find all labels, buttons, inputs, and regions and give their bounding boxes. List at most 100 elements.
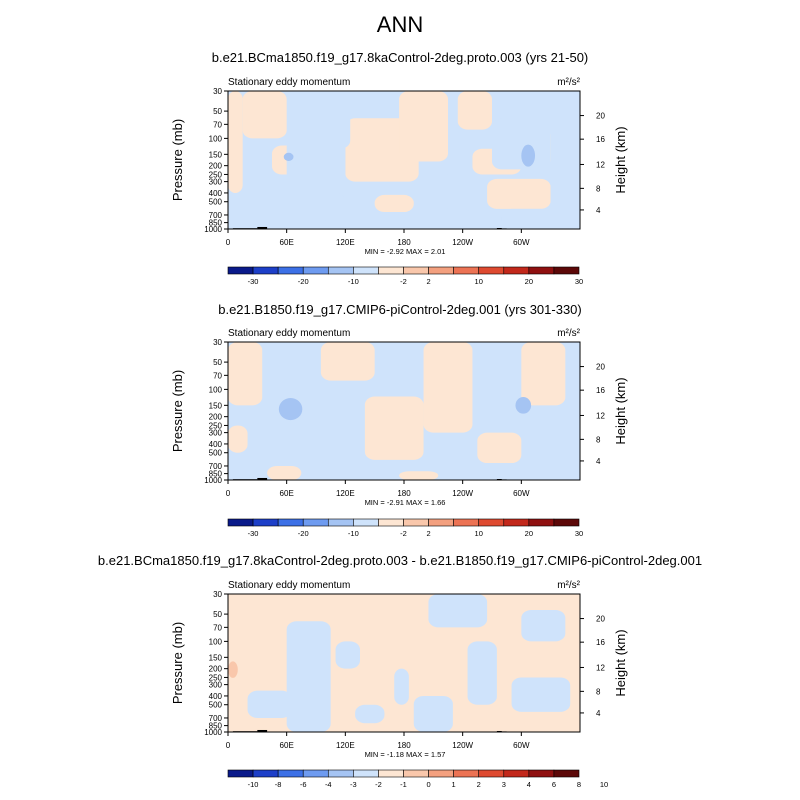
colorbar-label: 20 (525, 277, 533, 286)
colorbar-box (277, 518, 304, 527)
y-tick-label: 50 (213, 107, 222, 116)
field-spot-1 (515, 397, 532, 414)
y-tick-label: 1000 (204, 225, 222, 234)
x-tick-label: 60W (513, 741, 530, 750)
field-region-3 (345, 118, 419, 182)
y-tick-label: 1000 (204, 476, 222, 485)
x-tick-label: 0 (226, 238, 231, 247)
colorbar-box (403, 518, 429, 527)
field-spot-0 (228, 661, 238, 678)
field-neg-region-5 (501, 208, 580, 229)
colorbar-label: 3 (502, 780, 506, 789)
topography-0 (232, 228, 258, 229)
y2-tick-label: 4 (596, 206, 601, 215)
colorbar-label: -2 (400, 277, 407, 286)
colorbar-label: 8 (577, 780, 581, 789)
colorbar-box (327, 266, 354, 275)
colorbar-label: -10 (348, 277, 359, 286)
y2-tick-label: 12 (596, 663, 605, 672)
x-tick-label: 60E (280, 741, 294, 750)
colorbar-label: 10 (600, 780, 608, 789)
colorbar-box (227, 266, 254, 275)
y-tick-label: 700 (209, 462, 223, 471)
field-region-1 (242, 91, 287, 139)
field-region-6 (467, 641, 497, 705)
field-region-0 (286, 621, 331, 732)
field-region-2 (320, 342, 375, 381)
colorbar-label: 30 (575, 277, 583, 286)
colorbar-box (528, 266, 555, 275)
colorbar-label: 10 (475, 277, 483, 286)
field-region-10 (286, 222, 321, 229)
y-tick-label: 70 (213, 371, 222, 380)
y-tick-label: 400 (209, 189, 223, 198)
colorbar-box (353, 518, 379, 527)
colorbar-box (302, 266, 329, 275)
y-tick-label: 200 (209, 413, 223, 422)
stats-label: MIN = -2.92 MAX = 2.01 (365, 247, 446, 256)
y2-tick-label: 20 (596, 363, 605, 372)
y-tick-label: 250 (209, 421, 223, 430)
colorbar-label: 4 (527, 780, 531, 789)
colorbar-label: -8 (275, 780, 282, 789)
y-tick-label: 250 (209, 673, 223, 682)
colorbar-box (327, 769, 354, 778)
colorbar-box (553, 266, 580, 275)
y-tick-label: 30 (213, 87, 222, 96)
y2-tick-label: 12 (596, 160, 605, 169)
field-region-6 (472, 148, 522, 175)
field-region-5 (413, 695, 453, 732)
units-label: m²/s² (557, 77, 580, 88)
field-neg-region-6 (550, 91, 580, 209)
field-neg-region-0 (228, 192, 346, 229)
colorbar-box (353, 769, 379, 778)
plot-frame (227, 593, 581, 733)
x-tick-label: 120W (452, 238, 473, 247)
colorbar-label: -3 (350, 780, 357, 789)
y-tick-label: 150 (209, 401, 223, 410)
colorbar-box (453, 266, 480, 275)
topography-5 (501, 228, 507, 229)
colorbar-label: 0 (426, 780, 430, 789)
x-tick-label: 120E (336, 238, 355, 247)
x-tick-label: 0 (226, 489, 231, 498)
colorbar-label: -30 (248, 529, 259, 538)
x-tick-label: 120E (336, 489, 355, 498)
colorbar-box (353, 266, 379, 275)
colorbar-label: -4 (325, 780, 332, 789)
colorbar-box (252, 266, 279, 275)
colorbar-box (277, 266, 304, 275)
colorbar-label: 1 (452, 780, 456, 789)
field-region-8 (521, 609, 566, 642)
y-tick-label: 1000 (204, 728, 222, 737)
colorbar-box (227, 769, 254, 778)
y2-tick-label: 8 (596, 435, 601, 444)
field-region-9 (335, 641, 360, 669)
y2-tick-label: 8 (596, 184, 601, 193)
field-region-1 (228, 342, 263, 406)
colorbar-box (478, 266, 505, 275)
colorbar-box (478, 769, 505, 778)
topography-4 (496, 479, 502, 480)
y-tick-label: 300 (209, 681, 223, 690)
y-tick-label: 30 (213, 338, 222, 347)
y-tick-label: 70 (213, 120, 222, 129)
field-neg-region-1 (286, 138, 346, 193)
y-tick-label: 400 (209, 692, 223, 701)
field-region-4 (399, 91, 448, 162)
colorbar-box (553, 769, 580, 778)
colorbar-box (478, 518, 505, 527)
colorbar-box (403, 769, 429, 778)
x-tick-label: 180 (397, 489, 411, 498)
field-region-4 (423, 342, 473, 433)
colorbar-box (428, 518, 454, 527)
field-region-6 (521, 342, 566, 406)
colorbar-box (428, 769, 454, 778)
y-axis-label: Pressure (mb) (170, 622, 185, 704)
topography-4 (496, 228, 502, 229)
field-region-9 (374, 194, 414, 213)
colorbar-box (378, 769, 404, 778)
field-region-0 (228, 91, 243, 193)
colorbar-label: -20 (298, 277, 309, 286)
colorbar-label: 30 (575, 529, 583, 538)
